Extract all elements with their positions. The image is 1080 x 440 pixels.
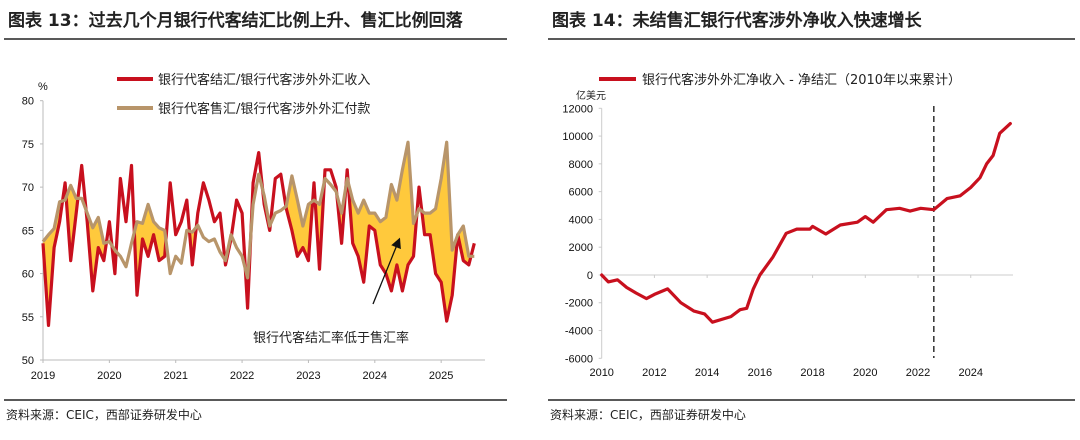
right-y-tick-label: -4000 <box>565 326 593 338</box>
right-x-tick-label: 2014 <box>695 367 719 379</box>
right-x-tick-label: 2018 <box>800 367 824 379</box>
right-x-tick-label: 2020 <box>853 367 877 379</box>
right-source-note: 资料来源：CEIC，西部证券研发中心 <box>550 407 746 422</box>
left-chart: % 80 75 70 65 60 55 50 2019 2020 2021 2022 2023 2024 2… <box>22 72 485 382</box>
right-y-tick-label: 2000 <box>569 242 593 254</box>
right-series-net-settlement-line <box>600 121 1012 324</box>
left-x-tick-label: 2024 <box>363 370 387 382</box>
right-y-tick-label: -6000 <box>565 353 593 365</box>
left-annotation-text: 银行代客结汇率低于售汇率 <box>253 330 409 346</box>
left-legend-label-settlement: 银行代客结汇/银行代客涉外外汇收入 <box>158 72 370 88</box>
right-x-tick-label: 2016 <box>748 367 772 379</box>
right-legend-label: 银行代客涉外外汇净收入 - 净结汇（2010年以来累计） <box>642 72 961 88</box>
left-y-tick-label: 80 <box>22 96 34 108</box>
left-y-tick-label: 75 <box>22 139 34 151</box>
left-series-settlement-ratio-line <box>41 151 476 327</box>
right-y-tick-label: 0 <box>587 270 593 282</box>
left-source-note: 资料来源：CEIC，西部证券研发中心 <box>6 407 202 422</box>
right-x-tick-label: 2012 <box>642 367 666 379</box>
left-y-tick-label: 55 <box>22 312 34 324</box>
left-y-tick-label: 50 <box>22 355 34 367</box>
left-y-axis-unit: % <box>38 81 48 93</box>
left-y-tick-label: 60 <box>22 269 34 281</box>
left-x-tick-label: 2019 <box>31 370 55 382</box>
left-legend-label-sale: 银行代客售汇/银行代客涉外外汇付款 <box>158 101 370 117</box>
right-x-tick-label: 2022 <box>906 367 930 379</box>
left-chart-title: 图表 13：过去几个月银行代客结汇比例上升、售汇比例回落 <box>8 10 464 31</box>
right-y-tick-label: 10000 <box>562 131 593 143</box>
left-x-tick-label: 2021 <box>163 370 187 382</box>
right-chart-title: 图表 14：未结售汇银行代客涉外净收入快速增长 <box>552 10 923 31</box>
right-x-tick-label: 2024 <box>958 367 982 379</box>
right-y-axis-unit: 亿美元 <box>576 89 606 102</box>
right-y-tick-label: 12000 <box>562 103 593 115</box>
left-x-tick-label: 2025 <box>429 370 453 382</box>
right-y-tick-label: 6000 <box>569 187 593 199</box>
left-series-sale-ratio-line <box>41 140 475 280</box>
left-y-tick-label: 70 <box>22 182 34 194</box>
left-x-tick-label: 2020 <box>97 370 121 382</box>
left-annotation-arrow <box>372 237 401 305</box>
left-x-tick-label: 2022 <box>230 370 254 382</box>
right-y-tick-label: 4000 <box>569 214 593 226</box>
left-y-tick-label: 65 <box>22 225 34 237</box>
right-y-tick-label: -2000 <box>565 298 593 310</box>
left-x-tick-label: 2023 <box>296 370 320 382</box>
right-x-tick-label: 2010 <box>589 367 613 379</box>
right-y-tick-label: 8000 <box>569 159 593 171</box>
